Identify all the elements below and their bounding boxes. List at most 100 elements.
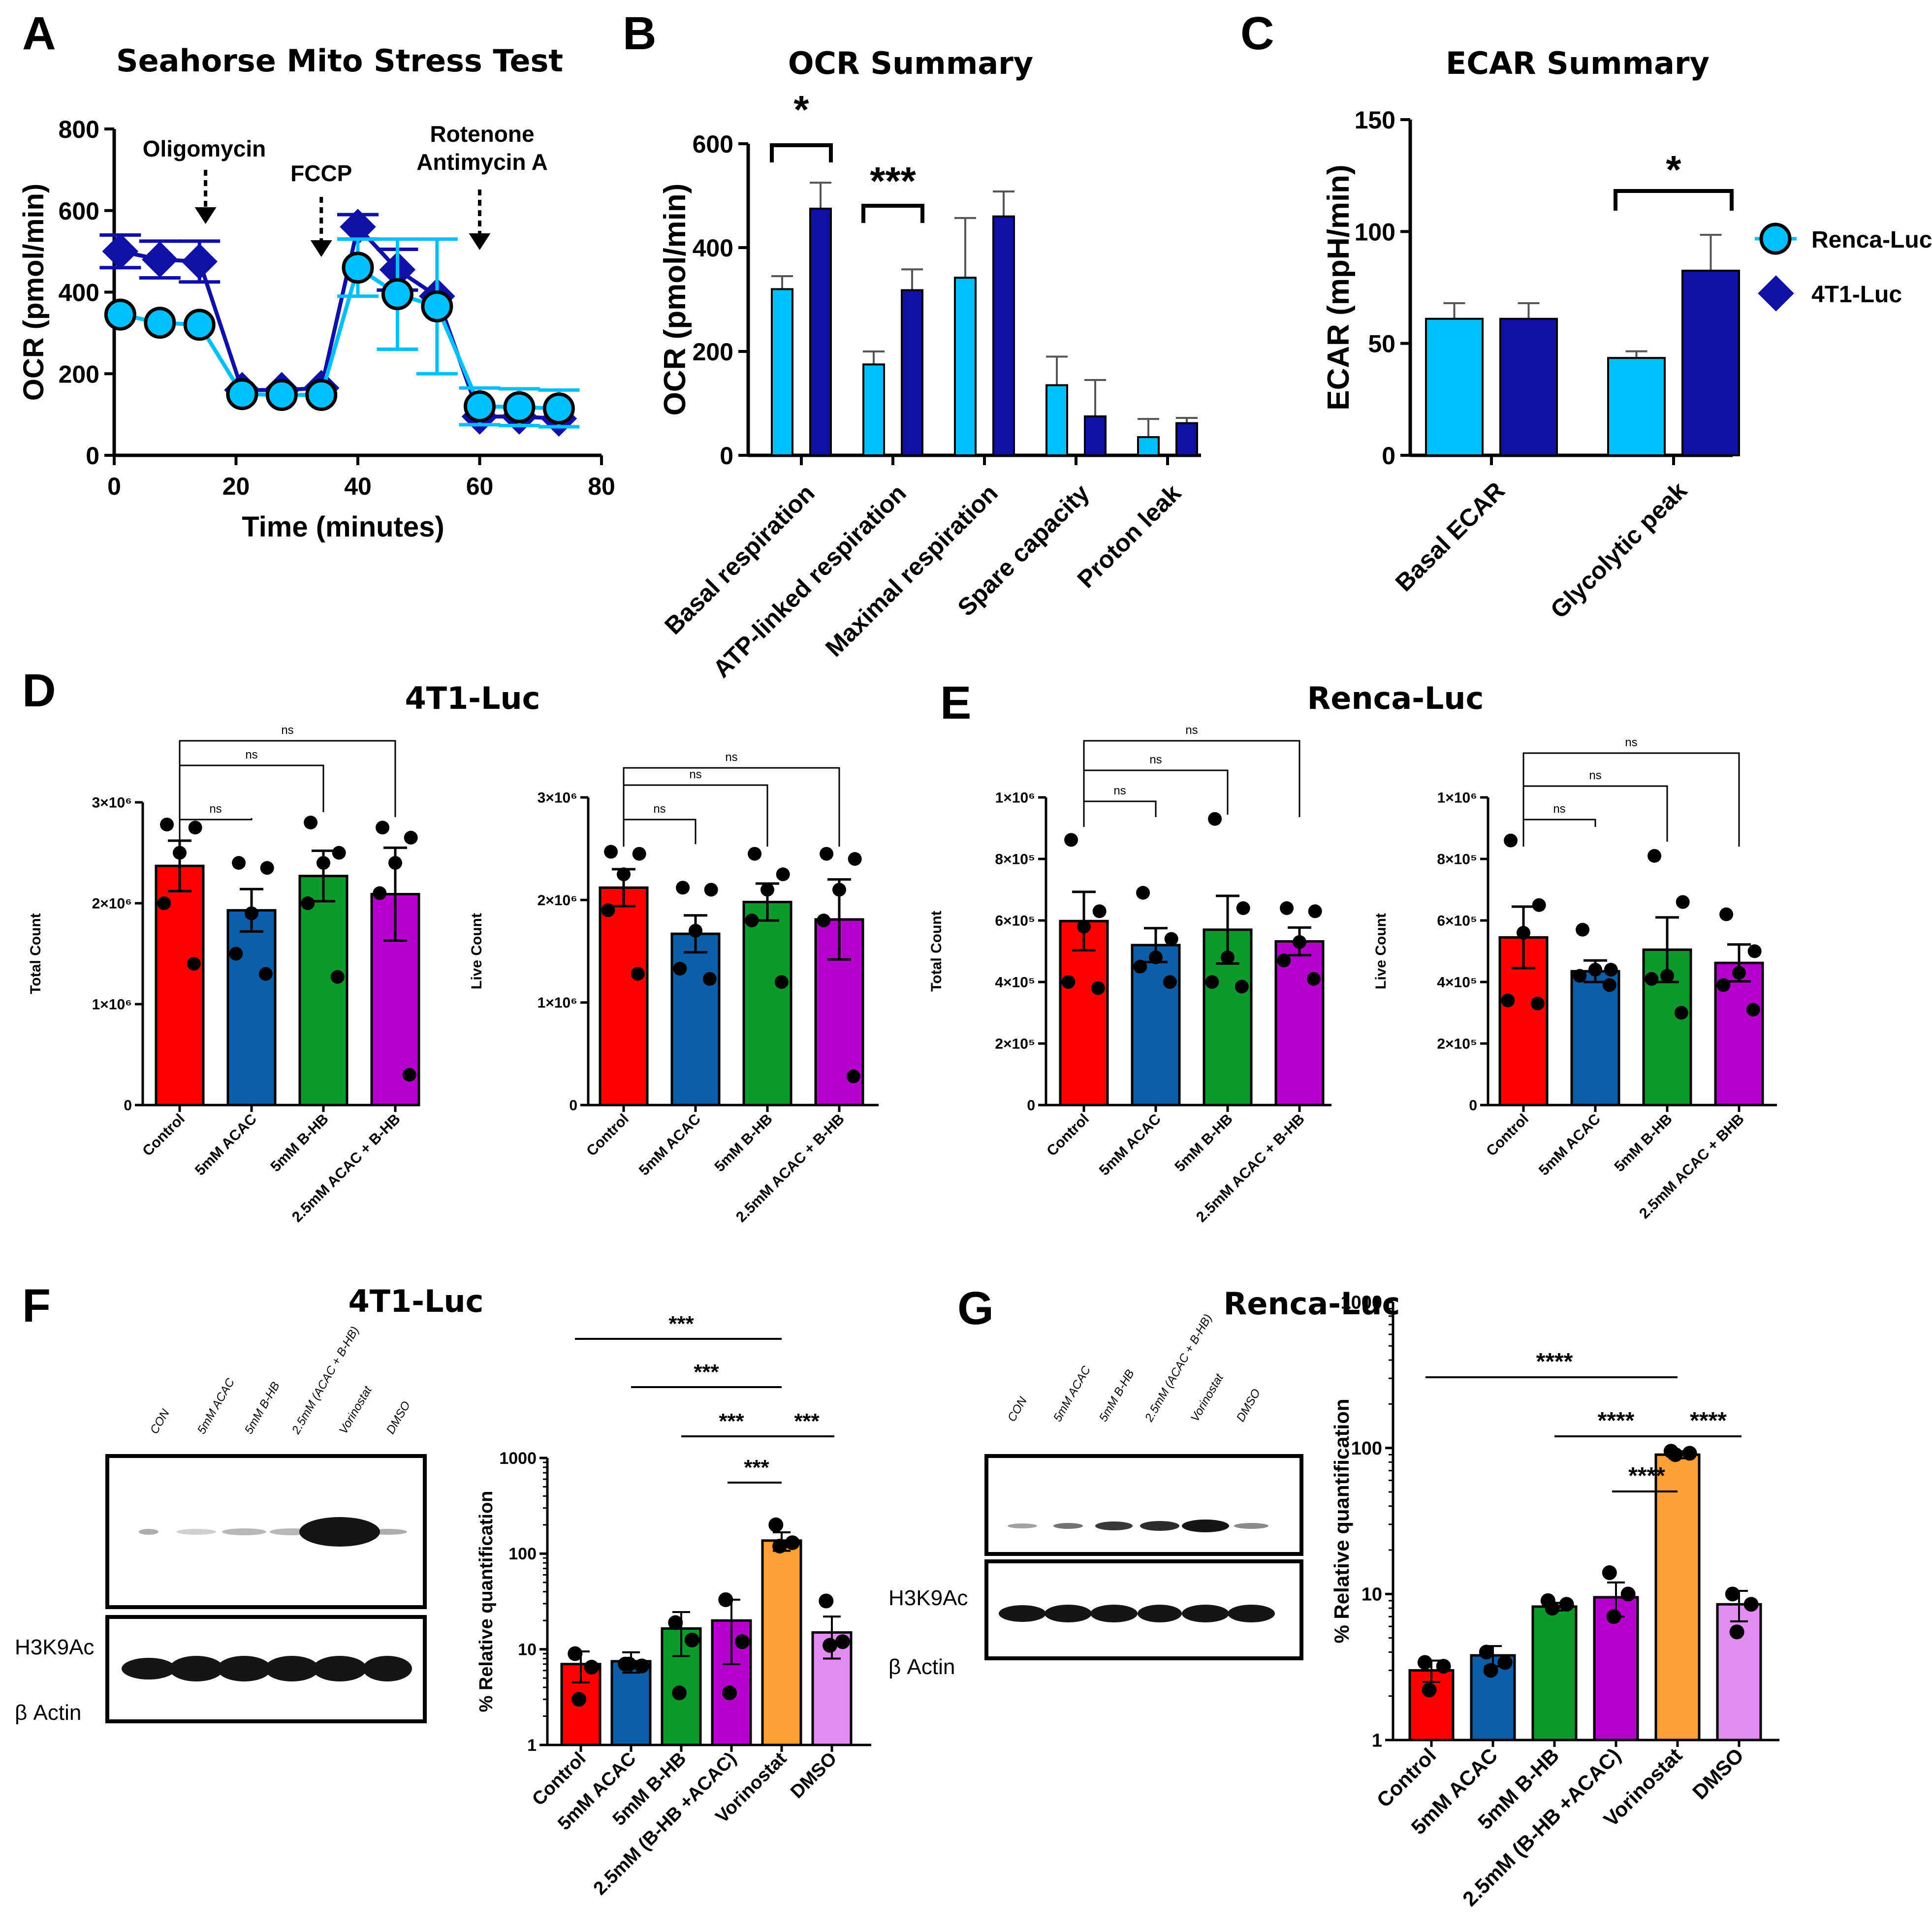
band-beta-actin xyxy=(122,1658,176,1679)
data-point-vorinostat xyxy=(768,1517,784,1532)
data-point-5mm-b-hb xyxy=(1674,1006,1688,1020)
data-point-5mm-acac xyxy=(634,1658,649,1674)
band-beta-actin xyxy=(169,1656,223,1681)
data-point-5mm-b-hb xyxy=(774,975,789,989)
data-point-control xyxy=(1064,833,1078,847)
comparison-bracket xyxy=(1522,819,1596,847)
data-point-control xyxy=(1077,919,1091,934)
data-point-dmso xyxy=(819,1593,834,1609)
y-axis-label: Total Count xyxy=(28,913,44,994)
panel-letter-c: C xyxy=(1240,7,1274,60)
data-point-2-5mm-b-hb-acac xyxy=(718,1592,733,1607)
row-label-h3k9ac: H3K9Ac xyxy=(888,1586,968,1610)
data-point-2-5mm-acac-b-hb xyxy=(1293,935,1306,949)
significance-label: **** xyxy=(1628,1463,1665,1489)
band-beta-actin xyxy=(1090,1605,1138,1622)
bar-control xyxy=(599,886,649,1107)
data-point-control xyxy=(617,867,631,882)
panel-letter-e: E xyxy=(940,677,971,729)
comparison-label: ns xyxy=(1113,784,1126,797)
data-point-2-5mm-acac-bhb xyxy=(1716,978,1731,992)
data-point-control xyxy=(1091,981,1105,995)
y-tick-label: 100 xyxy=(508,1545,537,1563)
4t1-luc-bar xyxy=(992,215,1015,456)
chart-title: 4T1-Luc xyxy=(405,680,540,716)
4t1-luc-bar xyxy=(1499,317,1558,456)
data-point-5mm-acac xyxy=(622,1656,637,1672)
comparison-label: ns xyxy=(653,802,665,816)
data-point-control xyxy=(173,846,187,860)
data-point-5mm-acac xyxy=(702,972,717,986)
chart-e-live-count: 0 2×10⁵ 4×10⁵ 6×10⁵ 8×10⁵ 1×10⁶ Live Count Cont… xyxy=(1373,736,1777,1222)
comparison-label: ns xyxy=(1625,736,1637,749)
y-tick-label: 0 xyxy=(720,442,733,470)
y-tick-label: 10 xyxy=(1362,1584,1382,1605)
data-point-2-5mm-acac-b-hb xyxy=(1280,901,1294,915)
bar-5mm-b-hb xyxy=(742,901,792,1107)
y-tick-label: 1 xyxy=(527,1736,537,1755)
x-tick-label: DMSO xyxy=(1688,1743,1748,1804)
data-point-2-5mm-acac-b-hb xyxy=(402,1068,416,1082)
rotenone-arrow-head xyxy=(469,233,491,250)
data-point-vorinostat xyxy=(785,1535,800,1551)
data-point-5mm-acac xyxy=(232,856,246,870)
comparison-bracket xyxy=(623,819,697,847)
lane-label-vorinostat: Vorinostat xyxy=(337,1384,375,1436)
chart-g-relative-quant: 1 10 100 1000 % Relative quantification Renca… xyxy=(1224,1286,1779,1910)
y-tick-label: 150 xyxy=(1355,106,1395,134)
y-tick-label: 3×10⁶ xyxy=(538,790,577,806)
significance-bracket xyxy=(861,204,924,223)
row-label-beta-actin: β Actin xyxy=(15,1701,81,1725)
oligomycin-arrow-head xyxy=(194,207,217,224)
data-point-5mm-b-hb xyxy=(748,847,762,861)
y-axis-label: Live Count xyxy=(1373,913,1389,989)
data-point-2-5mm-acac-b-hb xyxy=(373,886,387,900)
comparison-label: ns xyxy=(1149,753,1162,766)
renca-luc-bar xyxy=(954,277,977,456)
y-tick-label: 8×10⁵ xyxy=(995,852,1035,868)
significance-label: *** xyxy=(744,1456,769,1480)
data-point-5mm-acac xyxy=(1483,1663,1498,1678)
data-point-vorinostat xyxy=(1682,1446,1697,1461)
data-point-5mm-b-hb xyxy=(304,816,318,829)
bar-5mm-acac xyxy=(1570,970,1620,1107)
renca-luc-point xyxy=(226,378,258,411)
comparison-label: ns xyxy=(1553,802,1565,816)
renca-luc-bar xyxy=(771,288,793,457)
annotation-rotenone: Rotenone xyxy=(430,121,534,147)
bar-5mm-b-hb xyxy=(298,875,348,1107)
chart-title: ECAR Summary xyxy=(1446,45,1710,81)
comparison-label: ns xyxy=(209,802,222,816)
y-tick-label: 6×10⁵ xyxy=(1437,913,1477,929)
significance-label: **** xyxy=(1598,1408,1635,1434)
y-tick-label: 1×10⁶ xyxy=(92,997,132,1013)
y-tick-label: 0 xyxy=(86,442,99,470)
data-point-control xyxy=(1530,996,1545,1011)
comparison-label: ns xyxy=(1185,724,1198,737)
fccp-arrow-head xyxy=(310,240,332,257)
data-point-control xyxy=(1532,898,1546,912)
legend-renca-label: Renca-Luc xyxy=(1811,227,1932,253)
data-point-control xyxy=(160,818,174,832)
legend-4t1-marker xyxy=(1758,275,1794,312)
y-tick-label: 200 xyxy=(59,360,99,388)
lane-label-5mm-acac: 5mM ACAC xyxy=(1051,1363,1094,1424)
data-point-5mm-acac xyxy=(1163,975,1177,989)
y-tick-label: 1000 xyxy=(1340,1292,1382,1313)
data-point-5mm-acac xyxy=(689,923,702,938)
data-point-5mm-b-hb xyxy=(1545,1601,1560,1616)
data-point-5mm-acac xyxy=(1497,1655,1513,1670)
data-point-5mm-acac xyxy=(1133,959,1147,974)
y-tick-label: 100 xyxy=(1355,218,1395,246)
data-point-2-5mm-acac-b-hb xyxy=(817,914,831,927)
lane-label-dmso: DMSO xyxy=(1234,1387,1263,1424)
band-h3k9ac xyxy=(139,1529,158,1535)
y-tick-label: 0 xyxy=(1027,1098,1035,1114)
legend: Renca-Luc 4T1-Luc xyxy=(1755,222,1932,312)
y-tick-label: 1 xyxy=(1372,1730,1382,1751)
renca-luc-point xyxy=(503,391,536,423)
y-tick-label: 1×10⁶ xyxy=(538,995,577,1011)
data-point-5mm-acac xyxy=(1149,950,1163,964)
band-beta-actin xyxy=(1228,1605,1275,1622)
